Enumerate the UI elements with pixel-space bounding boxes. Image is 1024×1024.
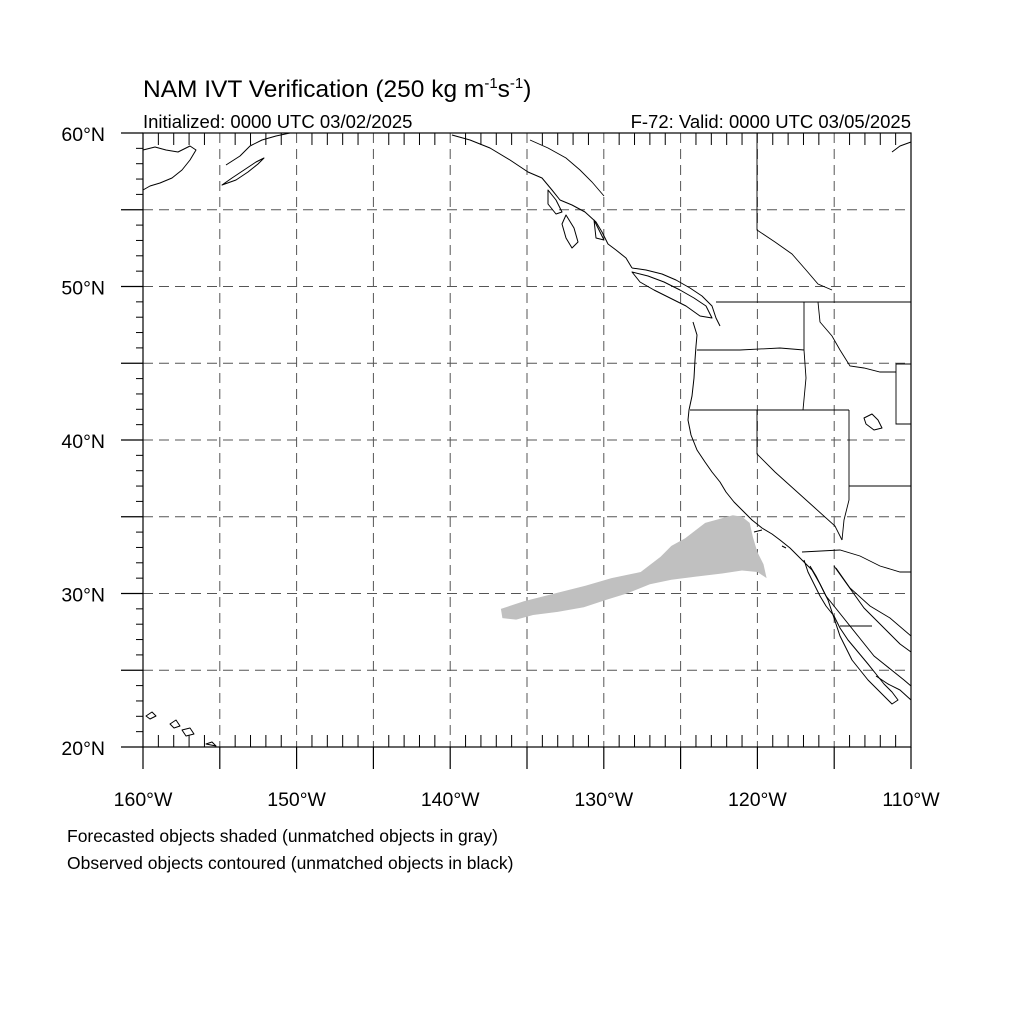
axis-labels: 160°W 150°W 140°W 130°W 120°W 110°W 20°N 30°N 40…	[61, 124, 940, 811]
init-time-label: Initialized: 0000 UTC 03/02/2025	[143, 111, 412, 132]
bc-mainland-coast	[631, 267, 721, 327]
alaska-canada-border	[529, 139, 605, 197]
gulf-of-california-east-coast	[833, 565, 912, 653]
idaho-montana-border	[817, 301, 896, 373]
us-mexico-border	[801, 549, 911, 573]
lat-tick-label: 50°N	[61, 278, 105, 300]
wyoming-border	[895, 363, 911, 425]
lat-tick-label: 20°N	[61, 738, 105, 760]
mexico-interior-border	[835, 567, 912, 637]
mexico-pacific-coast	[875, 675, 912, 701]
observed-legend-note: Observed objects contoured (unmatched ob…	[67, 853, 514, 873]
map-title: NAM IVT Verification (250 kg m-1s-1)	[143, 75, 531, 103]
great-salt-lake	[863, 413, 883, 431]
hawaii-islands	[145, 711, 217, 747]
wa-or-border	[697, 347, 805, 351]
kodiak-island	[221, 157, 265, 186]
lon-tick-label: 130°W	[574, 789, 633, 811]
channel-islands	[753, 529, 787, 549]
forecast-ivt-object	[500, 515, 767, 620]
lon-tick-label: 110°W	[882, 789, 940, 811]
map-frame: 160°W 150°W 140°W 130°W 120°W 110°W 20°N 30°N 40…	[61, 124, 940, 811]
gridlines	[143, 133, 911, 747]
lat-tick-label: 60°N	[61, 124, 105, 146]
major-ticks	[121, 132, 912, 769]
hudson-bay-edge	[891, 141, 912, 153]
lon-tick-label: 140°W	[421, 789, 480, 811]
west-coast-us	[687, 321, 912, 687]
alaska-coast-east	[225, 132, 291, 166]
lat-tick-label: 40°N	[61, 431, 105, 453]
lon-tick-label: 120°W	[728, 789, 787, 811]
alaska-islands	[547, 189, 605, 249]
minor-ticks	[136, 133, 897, 747]
southeast-alaska-coast	[451, 134, 633, 269]
lon-tick-label: 160°W	[114, 789, 173, 811]
lat-tick-label: 30°N	[61, 585, 105, 607]
alaska-coast	[142, 145, 197, 191]
nv-az-border	[841, 410, 850, 541]
ca-nv-border	[756, 410, 843, 541]
baja-peninsula	[803, 559, 899, 705]
valid-time-label: F-72: Valid: 0000 UTC 03/05/2025	[631, 111, 911, 132]
vancouver-island	[631, 271, 713, 319]
bc-alberta-border	[756, 133, 833, 291]
idaho-west-border	[802, 302, 807, 411]
political-borders	[529, 133, 912, 637]
lon-tick-label: 150°W	[267, 789, 326, 811]
forecast-legend-note: Forecasted objects shaded (unmatched obj…	[67, 826, 498, 846]
